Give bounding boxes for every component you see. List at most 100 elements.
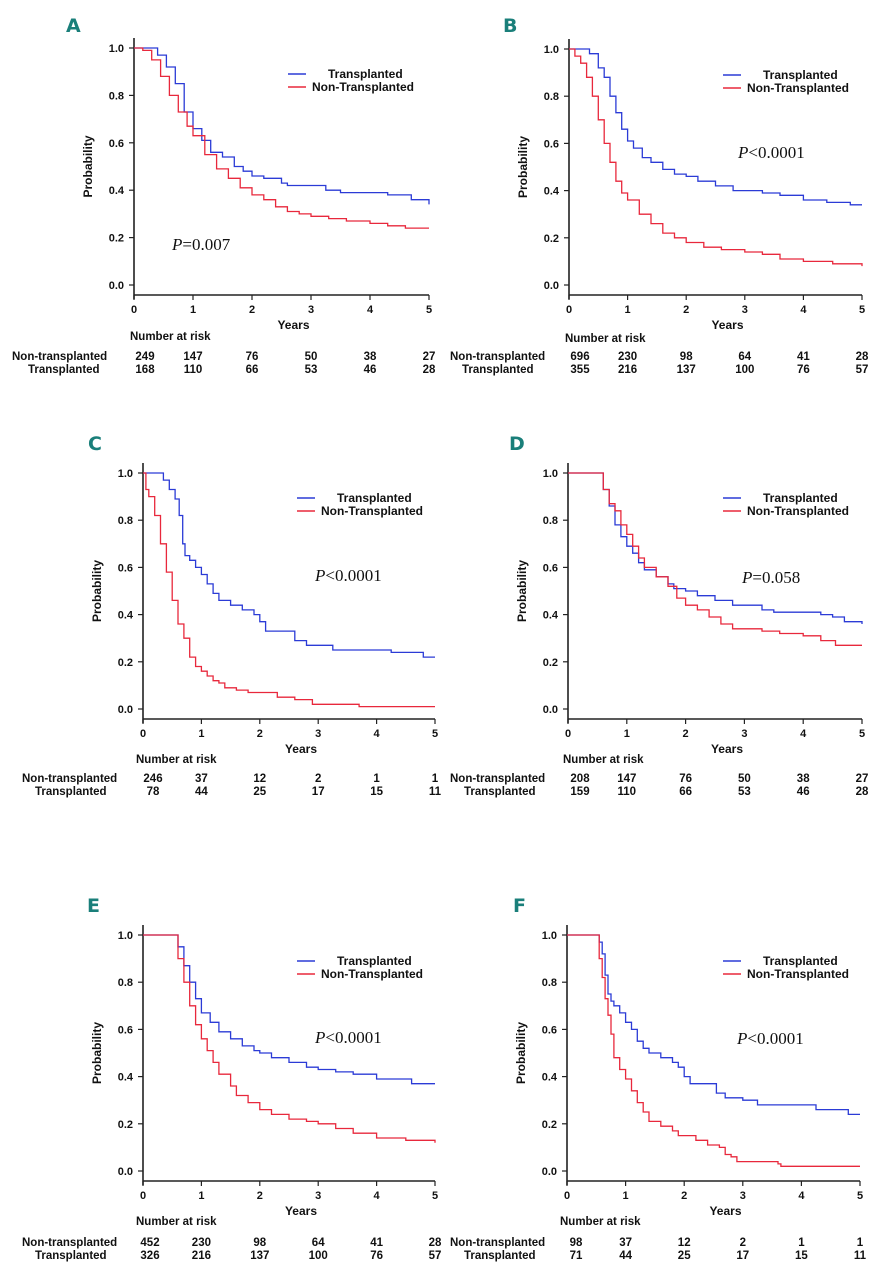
p-value: P=0.058 [741, 568, 800, 587]
y-tick-label: 0.6 [544, 138, 559, 150]
y-tick-label: 0.6 [109, 138, 124, 150]
y-axis-title: Probability [90, 560, 104, 622]
risk-value: 452 [140, 1237, 159, 1249]
p-value-number: <0.0001 [325, 1028, 381, 1047]
legend-label: Non-Transplanted [747, 504, 849, 518]
risk-value: 208 [570, 773, 590, 785]
x-tick-label: 1 [198, 728, 204, 740]
x-tick-label: 4 [374, 728, 381, 740]
risk-value: 1 [798, 1237, 805, 1249]
risk-table: Number at risk Non-transplanted 452 230 98 64… [22, 1216, 442, 1262]
legend-label: Transplanted [337, 491, 412, 505]
risk-value: 57 [429, 1250, 442, 1262]
x-tick-label: 3 [742, 304, 748, 316]
p-value-symbol: P [314, 1028, 325, 1047]
x-tick-label: 3 [315, 728, 321, 740]
series-line-transplanted [134, 47, 430, 205]
x-tick-label: 5 [432, 1190, 438, 1202]
y-axis-title: Probability [514, 1022, 528, 1084]
risk-value: 147 [617, 773, 636, 785]
x-tick-label: 1 [198, 1190, 204, 1202]
x-tick-label: 5 [857, 1190, 863, 1202]
series-line-non-transplanted [134, 47, 429, 229]
risk-row-label-non-transplanted: Non-transplanted [450, 351, 545, 363]
y-tick-label: 0.0 [118, 1166, 133, 1178]
legend-label: Transplanted [763, 68, 838, 82]
risk-value: 50 [305, 351, 318, 363]
risk-value: 2 [315, 773, 321, 785]
risk-value: 98 [253, 1237, 266, 1249]
risk-value: 28 [429, 1237, 442, 1249]
y-tick-label: 0.2 [544, 233, 559, 245]
risk-value: 27 [423, 351, 436, 363]
risk-value: 216 [192, 1250, 211, 1262]
risk-value: 696 [570, 351, 589, 363]
risk-value: 17 [312, 786, 325, 798]
p-value-symbol: P [171, 235, 182, 254]
x-tick-label: 0 [565, 728, 571, 740]
risk-value: 53 [305, 364, 318, 376]
p-value: P<0.0001 [314, 566, 382, 585]
panel-a: A 0.0 0.2 0.4 0.6 0.8 1.0 0 1 2 3 4 5 Probability Year… [12, 15, 436, 376]
risk-value: 41 [370, 1237, 383, 1249]
y-tick-label: 0.2 [109, 233, 124, 245]
legend-label: Non-Transplanted [321, 967, 423, 981]
x-tick-label: 0 [131, 304, 137, 316]
p-value: P<0.0001 [737, 143, 805, 162]
x-tick-label: 0 [566, 304, 572, 316]
risk-value: 230 [618, 351, 637, 363]
panel-label: E [87, 895, 100, 917]
risk-value: 100 [735, 364, 754, 376]
x-tick-label: 3 [308, 304, 314, 316]
risk-value: 17 [736, 1250, 749, 1262]
y-tick-label: 0.2 [543, 657, 558, 669]
risk-value: 1 [857, 1237, 864, 1249]
risk-value: 38 [364, 351, 377, 363]
risk-value: 12 [253, 773, 266, 785]
risk-row-label-transplanted: Transplanted [464, 786, 536, 798]
risk-value: 11 [429, 786, 442, 798]
risk-table: Number at risk Non-transplanted 696 230 98 64… [450, 333, 869, 376]
x-tick-label: 4 [800, 304, 807, 316]
risk-value: 1 [432, 773, 439, 785]
y-tick-label: 0.8 [543, 515, 558, 527]
risk-value: 25 [678, 1250, 691, 1262]
risk-value: 66 [679, 786, 692, 798]
risk-table-title: Number at risk [136, 1216, 217, 1228]
risk-value: 53 [738, 786, 751, 798]
x-tick-label: 2 [683, 728, 689, 740]
panel-e: E 0.0 0.2 0.4 0.6 0.8 1.0 0 1 2 3 4 5 Probability Year… [22, 895, 442, 1262]
series-line-non-transplanted [567, 934, 860, 1167]
x-tick-label: 0 [140, 728, 146, 740]
x-tick-label: 2 [683, 304, 689, 316]
series-line-non-transplanted [143, 472, 435, 708]
risk-value: 12 [678, 1237, 691, 1249]
risk-value: 28 [423, 364, 436, 376]
y-tick-label: 0.2 [542, 1119, 557, 1131]
p-value-number: =0.007 [182, 235, 230, 254]
y-axis-title: Probability [516, 136, 530, 198]
risk-row-label-transplanted: Transplanted [35, 786, 107, 798]
y-tick-label: 0.0 [118, 704, 133, 716]
x-tick-label: 2 [257, 1190, 263, 1202]
p-value: P<0.0001 [314, 1028, 382, 1047]
x-axis-title: Years [711, 742, 743, 756]
x-axis-title: Years [711, 318, 743, 332]
x-tick-label: 0 [564, 1190, 570, 1202]
risk-value: 230 [192, 1237, 211, 1249]
y-tick-label: 1.0 [118, 930, 133, 942]
risk-value: 159 [570, 786, 589, 798]
p-value-symbol: P [741, 568, 752, 587]
x-tick-label: 5 [432, 728, 438, 740]
p-value-symbol: P [736, 1029, 747, 1048]
risk-value: 15 [370, 786, 383, 798]
y-tick-label: 0.2 [118, 657, 133, 669]
risk-value: 76 [679, 773, 692, 785]
y-tick-label: 1.0 [542, 930, 557, 942]
series-line-transplanted [143, 934, 435, 1085]
panel-b: B 0.0 0.2 0.4 0.6 0.8 1.0 0 1 2 3 4 5 Probability Year… [450, 15, 869, 376]
legend-label: Non-Transplanted [312, 80, 414, 94]
